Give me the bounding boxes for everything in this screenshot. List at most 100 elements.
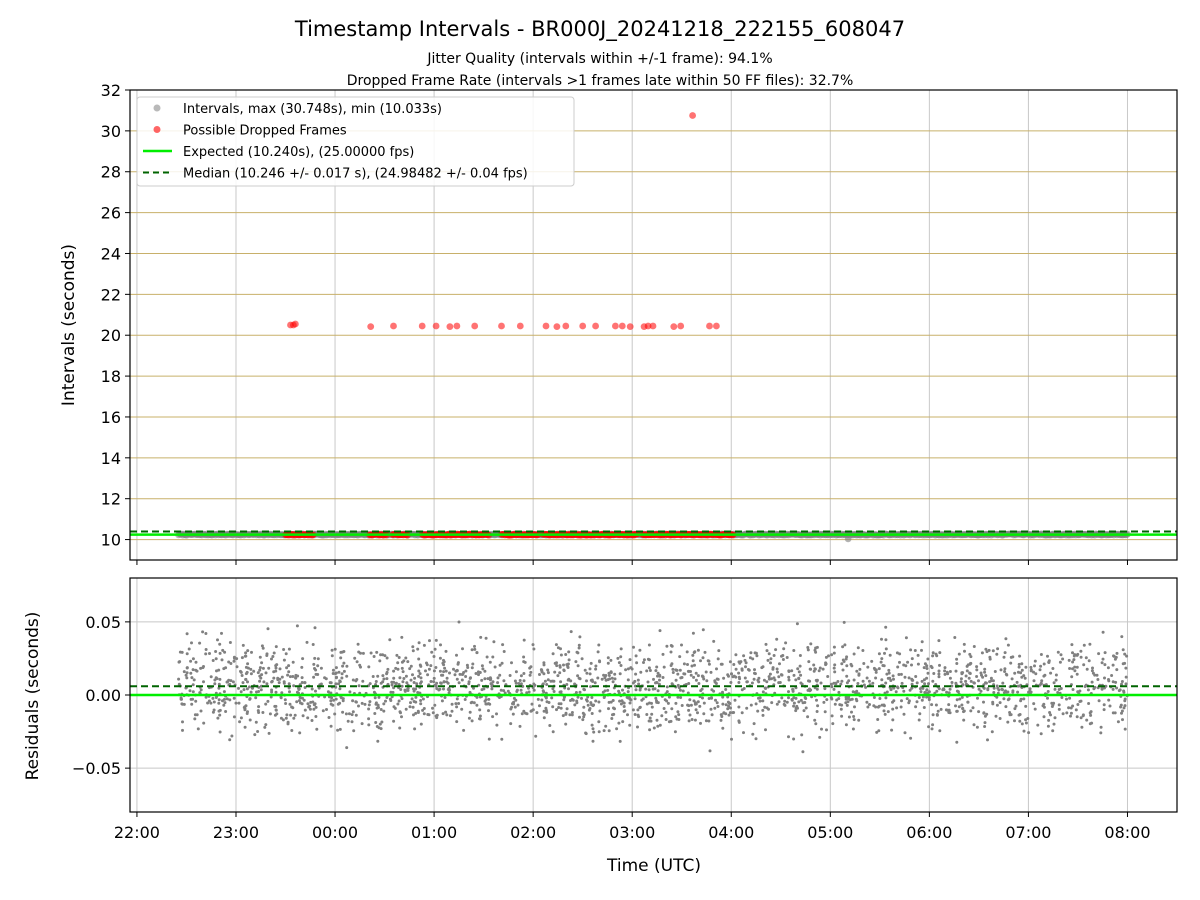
- residual-point: [559, 653, 563, 657]
- residual-point: [682, 662, 686, 666]
- residual-point: [411, 705, 415, 709]
- residual-point: [977, 679, 980, 683]
- top-ytick-label: 26: [101, 204, 121, 223]
- residual-point: [245, 687, 249, 691]
- residual-point: [694, 671, 698, 675]
- residual-point: [619, 702, 623, 706]
- residual-point: [762, 678, 766, 682]
- residual-point: [392, 676, 396, 680]
- residual-point: [552, 679, 556, 683]
- residual-point: [832, 651, 836, 655]
- residual-point: [833, 663, 837, 667]
- residual-point: [678, 688, 682, 692]
- residual-point: [254, 696, 258, 700]
- residual-point: [400, 697, 404, 701]
- residual-point: [709, 670, 713, 674]
- bottom-xtick-label: 22:00: [114, 823, 160, 842]
- residual-point: [338, 727, 342, 731]
- residual-point: [829, 682, 833, 686]
- residual-point: [824, 655, 828, 659]
- residual-point: [564, 722, 568, 726]
- residual-point: [596, 676, 600, 680]
- residual-point: [963, 649, 966, 653]
- residual-point: [604, 674, 608, 677]
- residual-point: [943, 666, 947, 670]
- residual-point: [787, 670, 791, 673]
- residual-point: [371, 675, 375, 678]
- top-ytick-label: 24: [101, 244, 121, 263]
- residual-point: [691, 653, 695, 657]
- residual-point: [989, 679, 993, 683]
- residual-point: [1036, 723, 1040, 727]
- residual-point: [975, 665, 979, 669]
- residual-point: [703, 650, 707, 654]
- residual-point: [650, 705, 654, 709]
- residual-point: [674, 668, 678, 672]
- residual-point: [1121, 648, 1125, 652]
- residual-point: [777, 675, 781, 679]
- residual-point: [1121, 718, 1124, 722]
- residual-point: [1042, 715, 1046, 719]
- residual-point: [581, 718, 585, 722]
- residual-point: [274, 666, 278, 670]
- residual-point: [478, 708, 482, 712]
- residual-point: [850, 697, 854, 701]
- residual-point: [386, 682, 390, 686]
- residual-point: [647, 643, 651, 647]
- residual-point: [654, 669, 658, 673]
- residual-point: [769, 657, 773, 661]
- residual-point: [255, 690, 258, 694]
- residual-point: [1068, 696, 1072, 700]
- residual-point: [460, 678, 464, 682]
- residual-point: [787, 696, 790, 700]
- residual-point: [773, 678, 777, 682]
- residual-point: [279, 696, 283, 700]
- residual-point: [340, 672, 344, 676]
- residual-point: [1029, 665, 1033, 669]
- residual-point: [969, 679, 973, 683]
- residual-point: [432, 669, 436, 673]
- residual-point: [433, 703, 437, 707]
- residual-point: [807, 660, 811, 664]
- residual-point: [454, 702, 458, 706]
- residual-point: [640, 698, 644, 702]
- residual-point: [806, 648, 810, 652]
- residual-point: [658, 673, 662, 677]
- residual-point: [527, 690, 531, 694]
- residual-point: [950, 684, 954, 688]
- residual-point: [493, 665, 497, 669]
- residual-point: [887, 668, 891, 672]
- residual-point: [850, 710, 853, 714]
- residual-point: [588, 672, 592, 676]
- residual-point: [378, 722, 382, 726]
- residual-point: [758, 696, 762, 700]
- residual-point: [489, 682, 493, 686]
- residual-point: [858, 667, 862, 671]
- residual-point: [998, 717, 1002, 720]
- residual-point: [301, 696, 304, 700]
- residual-point: [245, 670, 249, 674]
- residual-point: [406, 689, 410, 692]
- residual-point: [485, 655, 489, 659]
- residual-point: [487, 697, 491, 701]
- residual-point: [1042, 705, 1046, 709]
- residual-point: [270, 657, 273, 661]
- residual-point: [920, 679, 924, 683]
- residual-point: [813, 718, 817, 722]
- residual-point: [887, 671, 891, 675]
- residual-point: [794, 678, 798, 682]
- residual-point: [442, 663, 446, 667]
- residual-point: [1058, 660, 1062, 664]
- residual-point: [861, 649, 865, 652]
- residual-point: [540, 670, 544, 673]
- residual-point: [806, 646, 810, 649]
- residual-point: [390, 683, 394, 687]
- residual-point: [604, 724, 608, 728]
- residual-point: [566, 678, 570, 682]
- residual-point: [1075, 653, 1079, 657]
- residual-point: [1051, 703, 1055, 707]
- residual-point: [690, 664, 694, 668]
- residual-point: [333, 712, 337, 716]
- residual-point: [955, 662, 959, 665]
- residual-point: [618, 672, 622, 676]
